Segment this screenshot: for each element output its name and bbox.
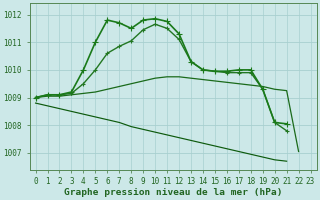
X-axis label: Graphe pression niveau de la mer (hPa): Graphe pression niveau de la mer (hPa)	[64, 188, 282, 197]
